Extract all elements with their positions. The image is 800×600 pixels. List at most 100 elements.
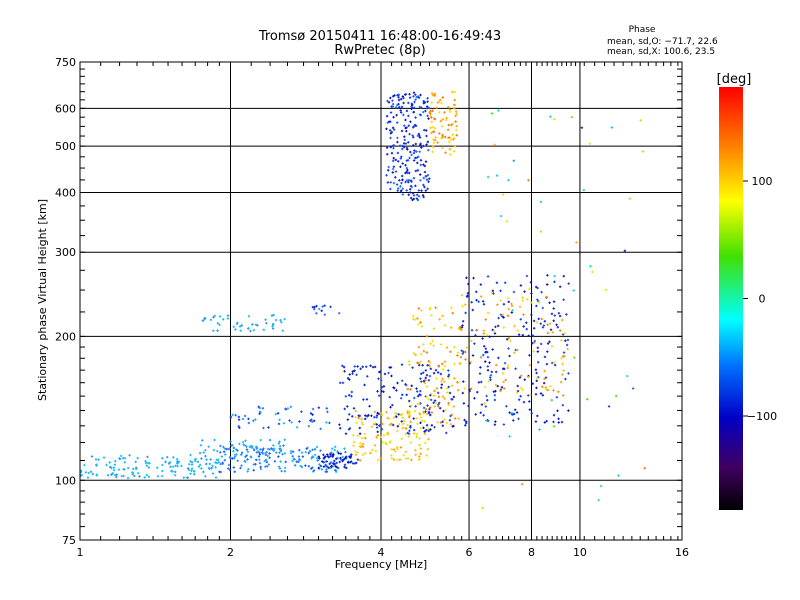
data-point <box>531 334 535 337</box>
data-point <box>145 464 149 467</box>
data-point <box>165 455 169 459</box>
data-point <box>509 339 512 343</box>
data-point <box>490 291 494 295</box>
data-point <box>473 342 476 345</box>
data-point <box>301 455 305 458</box>
data-point <box>308 450 312 453</box>
data-point <box>254 418 257 421</box>
data-point <box>516 384 519 388</box>
data-point <box>461 324 464 327</box>
data-point <box>251 445 254 448</box>
data-point <box>427 148 430 152</box>
data-point <box>325 464 328 468</box>
data-point <box>379 457 382 460</box>
data-point <box>462 402 466 405</box>
data-point <box>108 465 112 469</box>
data-point <box>461 304 464 308</box>
data-point <box>321 305 324 308</box>
data-point <box>317 406 321 409</box>
data-point <box>413 396 416 400</box>
data-point <box>497 356 500 360</box>
data-point <box>398 458 402 461</box>
data-point <box>486 275 490 278</box>
data-point <box>283 452 287 455</box>
data-point <box>390 454 393 457</box>
data-point <box>389 145 393 149</box>
data-point <box>413 409 417 413</box>
data-point <box>459 355 463 359</box>
data-point <box>198 463 202 467</box>
data-point <box>257 455 261 458</box>
data-point <box>456 389 460 392</box>
data-point <box>386 121 389 124</box>
data-point <box>243 459 246 463</box>
data-point <box>426 173 430 177</box>
data-point <box>550 361 554 365</box>
data-point <box>351 462 355 465</box>
data-point <box>120 474 124 478</box>
data-point <box>395 113 398 117</box>
data-point <box>424 376 427 380</box>
data-point <box>499 313 503 316</box>
data-point <box>415 95 418 99</box>
data-point <box>108 461 111 464</box>
data-point <box>338 381 342 385</box>
data-point <box>346 418 350 421</box>
data-point <box>486 175 490 179</box>
data-point <box>315 456 319 460</box>
data-point <box>338 427 342 430</box>
data-point <box>346 377 350 380</box>
data-point <box>427 117 430 120</box>
data-point <box>416 422 419 426</box>
data-point <box>539 200 543 204</box>
data-point <box>371 448 374 452</box>
data-point <box>411 144 415 147</box>
data-point <box>343 465 346 469</box>
data-point <box>240 451 244 454</box>
data-point <box>523 290 526 293</box>
data-point <box>405 109 409 113</box>
data-point <box>457 417 461 420</box>
data-point <box>373 365 377 369</box>
data-point <box>407 413 411 416</box>
data-point <box>561 318 564 322</box>
data-point <box>423 381 427 385</box>
data-point <box>506 314 510 317</box>
data-point <box>443 364 447 368</box>
data-point <box>522 400 526 404</box>
data-point <box>259 411 262 414</box>
data-point <box>478 372 482 375</box>
axes-layer: 1 2 4 6 8 10 16 75 100 200 300 400 500 600 750 <box>55 56 689 559</box>
data-point <box>277 465 281 468</box>
data-point <box>199 444 203 447</box>
data-point <box>401 144 404 148</box>
data-point <box>279 447 282 451</box>
data-point <box>348 461 352 464</box>
data-point <box>160 474 164 478</box>
data-point <box>439 343 443 346</box>
data-point <box>459 362 462 365</box>
data-point <box>567 409 570 412</box>
data-point <box>361 442 365 446</box>
data-point <box>114 459 117 463</box>
data-point <box>131 471 135 475</box>
data-point <box>310 418 313 421</box>
data-point <box>639 119 642 122</box>
data-point <box>552 307 555 310</box>
data-point <box>212 316 215 319</box>
data-point <box>437 365 441 368</box>
data-point <box>448 108 451 111</box>
data-point <box>422 371 425 374</box>
data-point <box>311 466 314 469</box>
data-point <box>545 283 549 286</box>
data-point <box>555 323 558 326</box>
data-point <box>313 307 316 311</box>
data-point <box>413 100 416 104</box>
data-point <box>431 109 434 112</box>
data-point <box>544 376 548 379</box>
data-point <box>234 448 238 451</box>
data-point <box>503 387 506 390</box>
data-point <box>352 444 355 448</box>
data-point <box>218 315 222 318</box>
data-point <box>410 384 413 387</box>
